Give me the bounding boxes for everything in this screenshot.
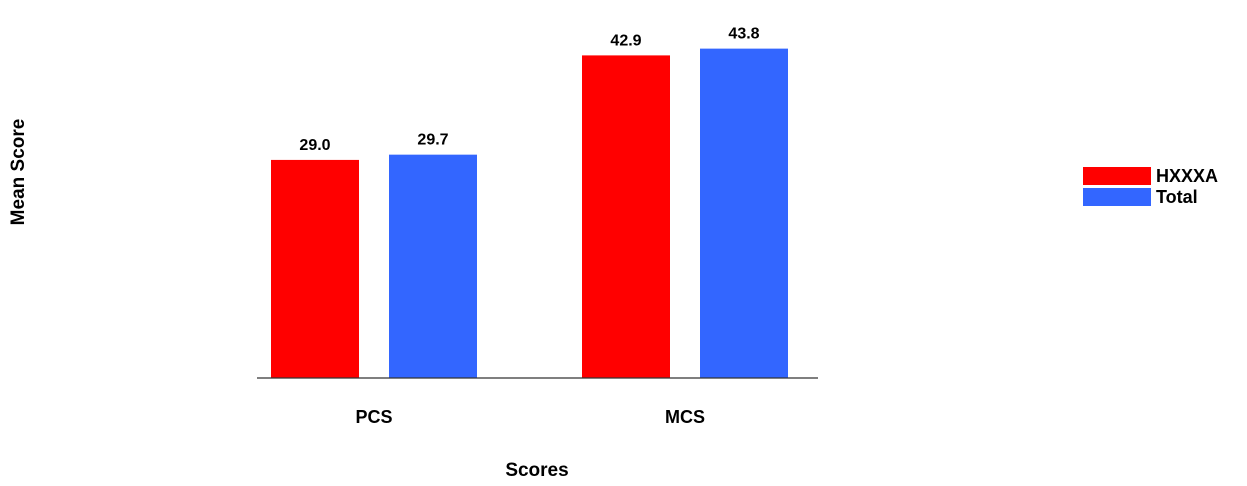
bar-hxxxa-pcs xyxy=(271,159,359,378)
legend-swatch-hxxxa xyxy=(1083,167,1151,185)
legend-label-hxxxa: HXXXA xyxy=(1156,166,1218,186)
data-label-total-mcs: 43.8 xyxy=(728,26,759,43)
legend-swatch-total xyxy=(1083,188,1151,206)
bar-total-pcs xyxy=(389,154,477,378)
bar-hxxxa-mcs xyxy=(582,55,670,378)
bar-total-mcs xyxy=(700,48,788,379)
legend-label-total: Total xyxy=(1156,187,1198,207)
bars-layer xyxy=(271,48,788,379)
data-label-hxxxa-mcs: 42.9 xyxy=(610,32,641,49)
x-tick-label-mcs: MCS xyxy=(665,407,705,427)
y-axis-title: Mean Score xyxy=(8,119,29,226)
data-labels-layer: 29.0 29.7 42.9 43.8 xyxy=(299,26,759,154)
x-tick-labels: PCS MCS xyxy=(355,407,705,427)
x-tick-label-pcs: PCS xyxy=(355,407,392,427)
data-label-hxxxa-pcs: 29.0 xyxy=(299,137,330,154)
x-axis-title: Scores xyxy=(505,460,568,481)
data-label-total-pcs: 29.7 xyxy=(417,132,448,149)
